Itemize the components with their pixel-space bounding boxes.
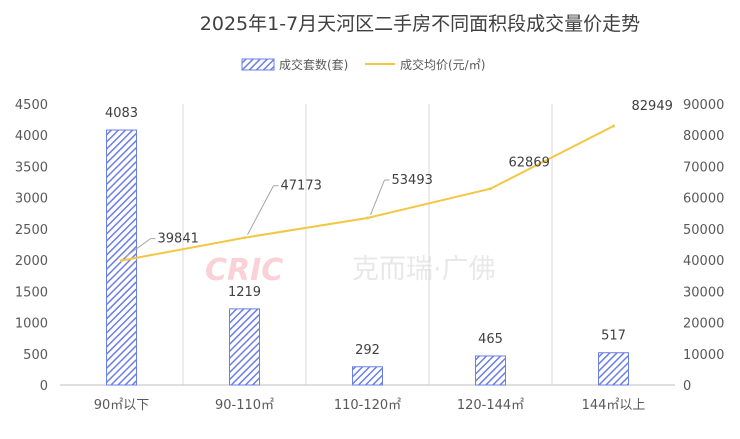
category-axis: 90㎡以下 90-110㎡ 110-120㎡ 120-144㎡ 144㎡以上	[94, 398, 646, 413]
leader-line	[370, 179, 385, 216]
left-tick-label: 500	[23, 348, 48, 363]
bar	[352, 366, 383, 386]
left-tick-label: 2500	[15, 223, 48, 238]
line-series: 39841 47173 53493 62869 82949	[120, 99, 673, 263]
line-data-label: 39841	[158, 232, 199, 247]
bar	[106, 129, 137, 386]
left-tick-label: 1500	[15, 285, 48, 300]
legend-label-bar: 成交套数(套)	[279, 57, 348, 72]
bar-data-label: 1219	[228, 285, 261, 300]
watermark-text: 克而瑞·广佛	[352, 254, 496, 285]
line-data-label: 47173	[281, 179, 322, 194]
bar-data-label: 517	[601, 329, 626, 344]
line-data-label: 53493	[392, 173, 433, 188]
watermark: CRIC 克而瑞·广佛	[205, 253, 496, 288]
left-axis: 0 500 1000 1500 2000 2500 3000 3500 4000 4500	[15, 98, 48, 394]
right-tick-label: 0	[683, 379, 691, 394]
left-tick-label: 1000	[15, 317, 48, 332]
right-tick-label: 90000	[683, 98, 724, 113]
legend-swatch-bar	[241, 58, 275, 71]
line-data-label: 62869	[509, 156, 550, 171]
right-tick-label: 70000	[683, 160, 724, 175]
right-tick-label: 50000	[683, 223, 724, 238]
line-point	[489, 187, 492, 191]
category-label: 90-110㎡	[215, 398, 274, 413]
category-label: 120-144㎡	[457, 398, 524, 413]
legend-label-line: 成交均价(元/㎡)	[400, 57, 485, 72]
right-tick-label: 80000	[683, 129, 724, 144]
bar-data-label: 465	[478, 332, 503, 347]
category-label: 110-120㎡	[334, 398, 401, 413]
line-point	[243, 236, 246, 240]
left-tick-label: 0	[40, 379, 48, 394]
line-data-label: 82949	[632, 99, 673, 114]
leader-line	[124, 238, 151, 259]
leader-line	[247, 185, 274, 235]
left-tick-label: 2000	[15, 254, 48, 269]
bar-series: 4083 1219 292 465 517	[105, 106, 629, 386]
bar	[598, 352, 629, 386]
category-label: 90㎡以下	[94, 398, 150, 413]
category-label: 144㎡以上	[582, 398, 646, 413]
left-tick-label: 4500	[15, 98, 48, 113]
right-tick-label: 10000	[683, 348, 724, 363]
bar-data-label: 292	[355, 343, 380, 358]
watermark-logo: CRIC	[205, 253, 283, 288]
right-tick-label: 40000	[683, 254, 724, 269]
left-tick-label: 4000	[15, 129, 48, 144]
line-point	[120, 259, 123, 263]
right-tick-label: 20000	[683, 317, 724, 332]
left-tick-label: 3500	[15, 160, 48, 175]
bar-data-label: 4083	[105, 106, 138, 121]
right-tick-label: 60000	[683, 192, 724, 207]
line-point	[612, 124, 615, 128]
left-tick-label: 3000	[15, 192, 48, 207]
bar	[475, 355, 506, 386]
bar	[229, 308, 260, 386]
legend: 成交套数(套) 成交均价(元/㎡)	[241, 57, 485, 72]
chart-title: 2025年1-7月天河区二手房不同面积段成交量价走势	[200, 13, 640, 35]
right-axis: 0 10000 20000 30000 40000 50000 60000 70000 8000…	[683, 98, 724, 394]
right-tick-label: 30000	[683, 285, 724, 300]
line-point	[366, 216, 369, 220]
